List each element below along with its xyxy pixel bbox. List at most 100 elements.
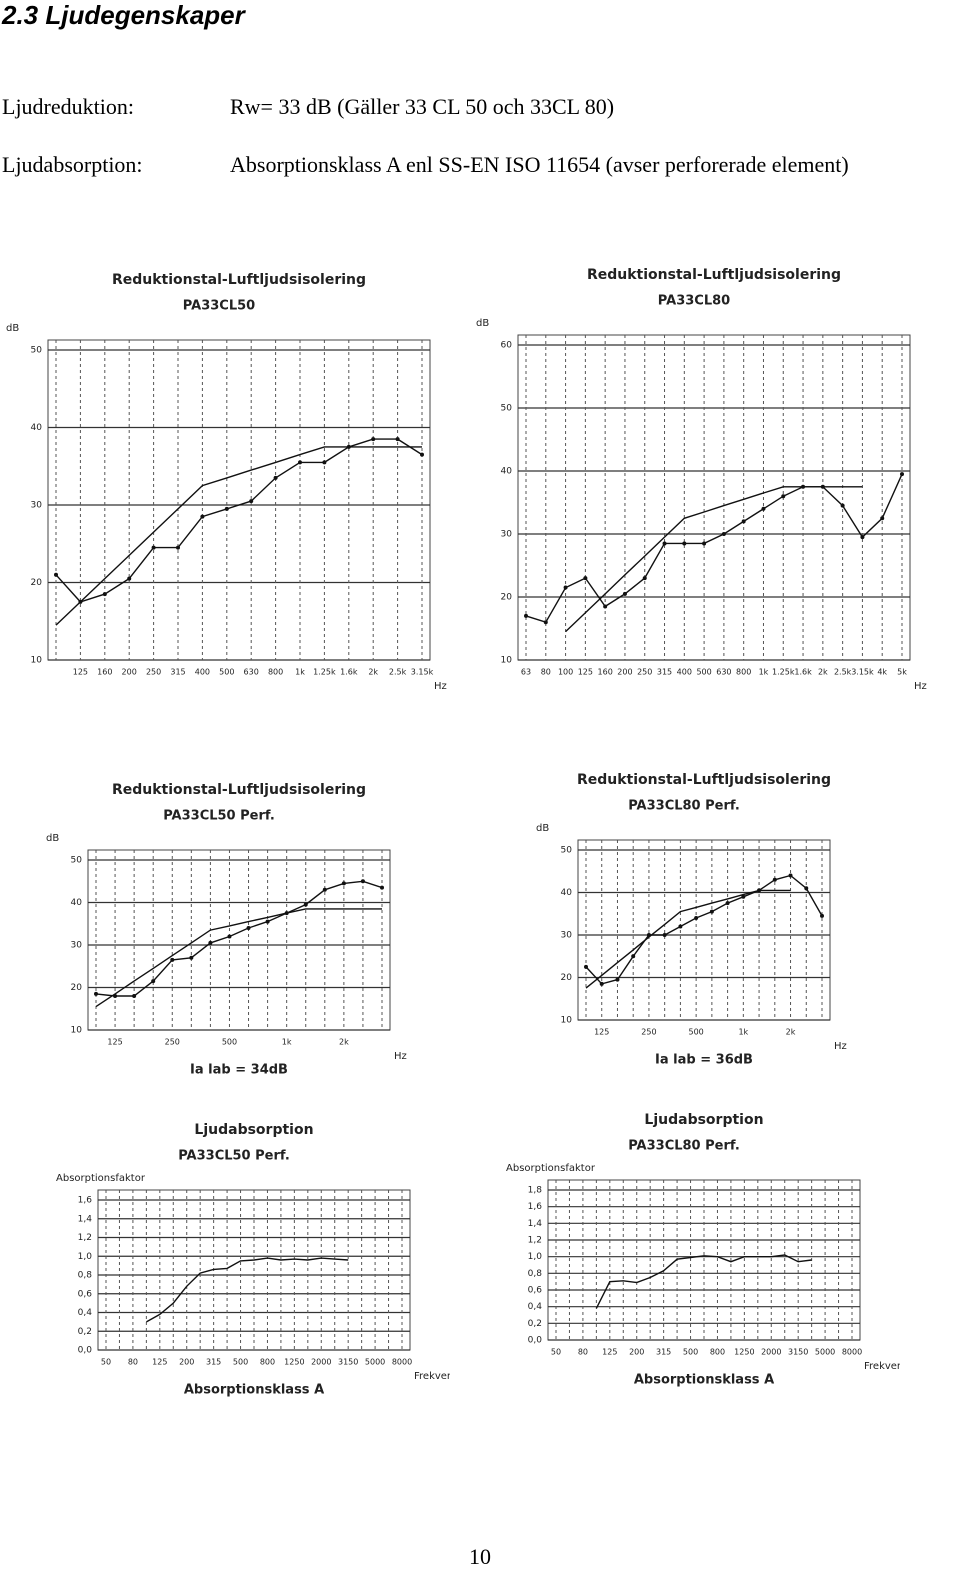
data-point xyxy=(709,909,714,914)
y-tick-label: 30 xyxy=(501,530,513,540)
x-tick-label: 3.15k xyxy=(851,668,874,677)
x-tick-label: 80 xyxy=(541,668,551,677)
x-tick-label: 3.15k xyxy=(411,668,434,677)
x-tick-label: 1250 xyxy=(284,1358,304,1367)
y-tick-label: 30 xyxy=(71,941,83,951)
data-point xyxy=(371,437,376,442)
chart: Reduktionstal-Luftljudsisolering PA33CL50… xyxy=(46,782,407,1078)
chart-title: Reduktionstal-Luftljudsisolering xyxy=(577,772,831,788)
chart-note: Absorptionsklass A xyxy=(634,1373,774,1388)
x-tick-label: 315 xyxy=(206,1358,221,1367)
data-point xyxy=(622,591,627,596)
x-tick-label: 2k xyxy=(818,668,828,677)
chart-title: Reduktionstal-Luftljudsisolering xyxy=(587,267,841,283)
chart: Ljudabsorption PA33CL50 Perf. Absorptionsf… xyxy=(56,1122,450,1398)
chart-note: Ia lab = 34dB xyxy=(190,1063,288,1078)
y-tick-label: 30 xyxy=(31,501,43,511)
y-tick-label: 1,6 xyxy=(528,1202,543,1212)
data-point xyxy=(772,877,777,882)
x-tick-label: 500 xyxy=(688,1028,703,1037)
data-point xyxy=(322,887,327,892)
data-point xyxy=(642,576,647,581)
x-tick-label: 315 xyxy=(657,668,672,677)
x-tick-label: 125 xyxy=(152,1358,167,1367)
y-tick-label: 1,0 xyxy=(78,1252,93,1262)
y-tick-label: 50 xyxy=(501,404,513,414)
x-tick-label: 500 xyxy=(233,1358,248,1367)
y-tick-label: 40 xyxy=(501,467,513,477)
data-point xyxy=(170,957,175,962)
data-point xyxy=(151,545,156,550)
data-point xyxy=(249,499,254,504)
y-tick-label: 0,6 xyxy=(78,1289,93,1299)
data-point xyxy=(840,503,845,508)
data-point xyxy=(860,535,865,540)
chart-subtitle: PA33CL50 Perf. xyxy=(178,1149,290,1164)
data-point xyxy=(820,913,824,918)
data-point xyxy=(599,981,604,986)
data-line xyxy=(146,1257,349,1323)
chart-title: Reduktionstal-Luftljudsisolering xyxy=(112,272,366,288)
property-label: Ljudreduktion: xyxy=(2,94,134,119)
data-point xyxy=(662,933,667,937)
x-tick-label: 1.25k xyxy=(313,668,336,677)
plot-frame xyxy=(577,839,831,1021)
data-point xyxy=(631,954,636,959)
x-tick-label: 500 xyxy=(219,668,234,677)
data-point xyxy=(94,991,98,996)
data-point xyxy=(543,620,548,625)
x-tick-label: 80 xyxy=(578,1348,588,1357)
x-tick-label: 250 xyxy=(641,1028,656,1037)
chart-subtitle: PA33CL50 Perf. xyxy=(163,809,275,824)
data-point xyxy=(702,541,707,546)
x-tick-label: 400 xyxy=(677,668,692,677)
y-axis-label: Absorptionsfaktor xyxy=(56,1173,146,1184)
x-tick-label: 1.6k xyxy=(340,668,358,677)
data-point xyxy=(102,592,107,597)
data-point xyxy=(420,452,424,457)
chart: Reduktionstal-Luftljudsisolering PA33CL80… xyxy=(476,267,927,692)
data-point xyxy=(54,572,58,577)
data-point xyxy=(273,475,278,480)
x-tick-label: 500 xyxy=(683,1348,698,1357)
x-tick-label: 800 xyxy=(260,1358,275,1367)
x-tick-label: 200 xyxy=(122,668,137,677)
y-axis-label: dB xyxy=(476,318,489,329)
y-tick-label: 20 xyxy=(501,593,513,603)
data-point xyxy=(725,901,730,906)
x-tick-label: 63 xyxy=(521,668,531,677)
data-point xyxy=(563,585,568,590)
x-tick-label: 2k xyxy=(339,1038,349,1047)
y-tick-label: 0,4 xyxy=(78,1308,93,1318)
x-tick-label: 125 xyxy=(578,668,593,677)
y-tick-label: 20 xyxy=(71,983,83,993)
data-point xyxy=(678,924,683,929)
data-line xyxy=(565,486,863,633)
y-tick-label: 1,0 xyxy=(528,1252,543,1262)
data-point xyxy=(524,613,528,618)
x-tick-label: 5000 xyxy=(365,1358,385,1367)
x-tick-label: 500 xyxy=(222,1038,237,1047)
y-tick-label: 10 xyxy=(71,1026,83,1036)
y-tick-label: 10 xyxy=(31,656,43,666)
data-point xyxy=(200,514,205,519)
y-tick-label: 0,2 xyxy=(78,1327,92,1337)
chart-title: Ljudabsorption xyxy=(644,1112,763,1128)
data-line xyxy=(55,438,423,603)
y-tick-label: 0,8 xyxy=(78,1271,93,1281)
page-number: 10 xyxy=(469,1544,491,1569)
y-tick-label: 1,4 xyxy=(528,1219,543,1229)
y-tick-label: 50 xyxy=(561,846,573,856)
x-axis-label: Frekvens, Hz. xyxy=(414,1371,450,1382)
y-tick-label: 50 xyxy=(31,346,43,356)
plot-frame xyxy=(517,334,911,661)
data-line xyxy=(585,874,823,985)
data-point xyxy=(341,881,346,886)
data-point xyxy=(176,545,180,550)
data-line xyxy=(595,1254,812,1309)
x-tick-label: 8000 xyxy=(842,1348,862,1357)
x-axis-label: Frekvens, Hz. xyxy=(864,1361,900,1372)
y-tick-label: 0,8 xyxy=(528,1269,543,1279)
y-tick-label: 0,2 xyxy=(528,1319,542,1329)
